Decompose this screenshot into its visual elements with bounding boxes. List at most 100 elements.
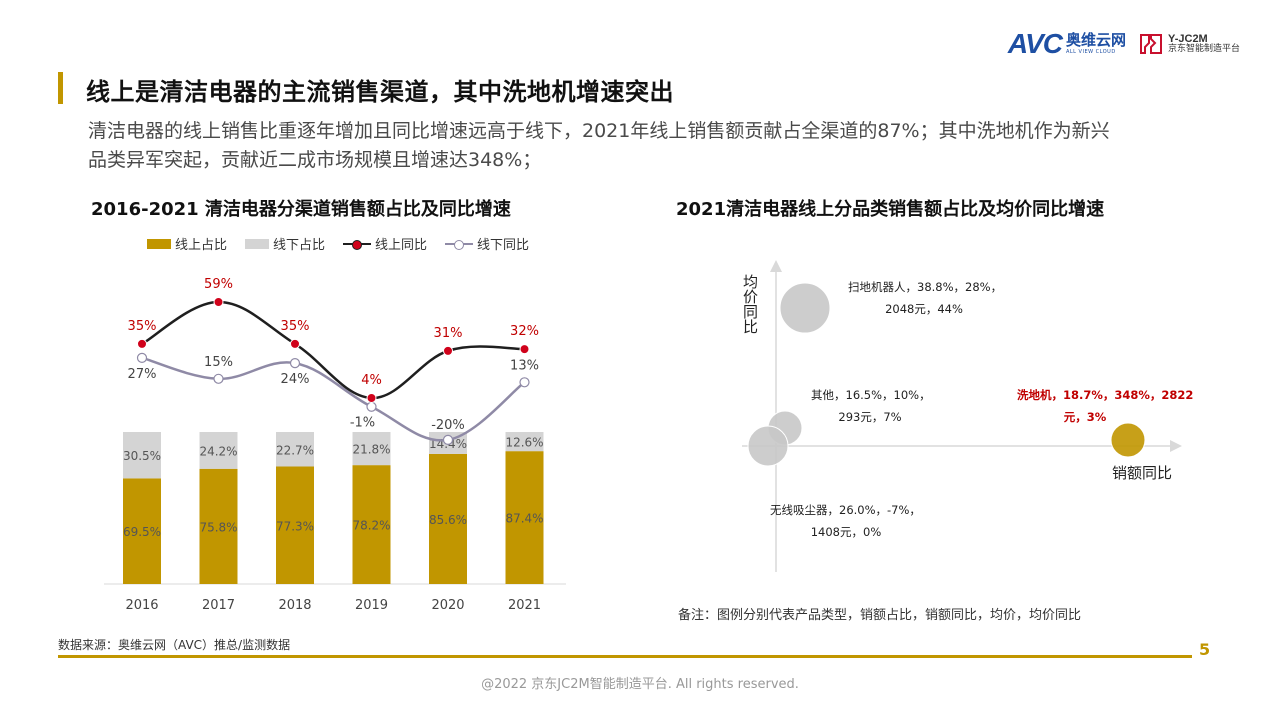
bar-label-online-2016: 69.5% xyxy=(123,525,161,539)
x-tick-2019: 2019 xyxy=(355,598,388,613)
avc-logo-mark: AVC xyxy=(1007,28,1063,59)
point-offline-yoy-2021 xyxy=(519,377,530,388)
bar-online-2017 xyxy=(199,468,238,584)
bar-label-offline-2021: 12.6% xyxy=(505,436,543,450)
bubble-robot-vacuum xyxy=(779,282,831,334)
bubble-label-floor-scrubber-2: 元，3% xyxy=(1064,410,1107,424)
point-online-yoy-2021 xyxy=(519,344,530,355)
data-source: 数据来源：奥维云网（AVC）推总/监测数据 xyxy=(58,638,291,652)
jc2m-logo-icon xyxy=(1139,34,1162,54)
legend-label-offline-share: 线下占比 xyxy=(273,238,326,253)
label-offline-yoy-2018: 24% xyxy=(281,372,310,387)
bubble-label-robot-vacuum-1: 扫地机器人，38.8%，28%， xyxy=(848,280,1002,294)
bar-offline-2017 xyxy=(199,432,238,469)
label-online-yoy-2019: 4% xyxy=(361,373,382,388)
label-offline-yoy-2020: -20% xyxy=(431,418,465,433)
footer-divider xyxy=(58,655,1192,658)
bar-offline-2019 xyxy=(352,432,391,466)
bar-online-2019 xyxy=(352,465,391,584)
legend-item-offline-yoy: 线下同比 xyxy=(445,234,529,253)
bar-label-online-2018: 77.3% xyxy=(276,519,314,533)
legend-swatch-offline-share xyxy=(245,238,270,249)
label-offline-yoy-2021: 13% xyxy=(510,358,539,373)
copyright: @2022 京东JC2M智能制造平台. All rights reserved. xyxy=(481,677,799,692)
left-chart-title: 2016-2021 清洁电器分渠道销售额占比及同比增速 xyxy=(91,199,511,220)
bubble-label-others-1: 其他，16.5%，10%， xyxy=(811,388,931,402)
jc2m-logo: Y-JC2M 京东智能制造平台 xyxy=(1138,31,1240,57)
point-online-yoy-2016 xyxy=(137,338,147,349)
header-logos: AVC 奥维云网 ALL VIEW CLOUD Y-JC2M 京东智能制造平台 xyxy=(1008,30,1240,58)
label-offline-yoy-2017: 15% xyxy=(204,355,233,370)
chart-note: 备注：图例分别代表产品类型，销额占比，销额同比，均价，均价同比 xyxy=(678,608,1082,623)
label-online-yoy-2018: 35% xyxy=(281,319,310,334)
x-tick-2016: 2016 xyxy=(125,598,158,613)
x-axis-label: 销额同比 xyxy=(1112,464,1172,482)
legend-label-offline-yoy: 线下同比 xyxy=(477,238,530,253)
x-tick-2020: 2020 xyxy=(431,598,464,613)
point-offline-yoy-2017 xyxy=(213,373,224,384)
legend-label-online-share: 线上占比 xyxy=(175,238,228,253)
avc-logo-en: ALL VIEW CLOUD xyxy=(1065,49,1116,55)
label-offline-yoy-2019: -1% xyxy=(350,416,375,431)
bar-offline-2018 xyxy=(276,432,314,467)
bar-label-offline-2017: 24.2% xyxy=(199,444,237,458)
bar-label-online-2019: 78.2% xyxy=(352,519,390,533)
x-tick-2021: 2021 xyxy=(508,598,541,613)
bubble-label-cordless-vacuum-2: 1408元，0% xyxy=(811,525,882,539)
point-offline-yoy-2018 xyxy=(289,357,301,369)
bar-online-2021 xyxy=(505,451,544,584)
bar-offline-2021 xyxy=(505,432,544,452)
x-tick-2017: 2017 xyxy=(202,598,235,613)
point-online-yoy-2019 xyxy=(366,393,377,403)
bar-label-online-2020: 85.6% xyxy=(429,513,467,527)
bar-label-offline-2016: 30.5% xyxy=(123,449,161,463)
bar-label-offline-2019: 21.8% xyxy=(352,443,390,457)
page-title: 线上是清洁电器的主流销售渠道，其中洗地机增速突出 xyxy=(86,78,674,106)
bar-online-2020 xyxy=(429,453,467,584)
label-online-yoy-2016: 35% xyxy=(128,319,157,334)
bubble-label-floor-scrubber-1: 洗地机，18.7%，348%，2822 xyxy=(1017,388,1193,402)
jc2m-logo-line1: Y-JC2M xyxy=(1167,33,1208,45)
bubble-floor-scrubber xyxy=(1110,422,1146,458)
bubble-label-others-2: 293元，7% xyxy=(838,410,901,424)
bar-label-online-2017: 75.8% xyxy=(199,520,237,534)
legend-item-online-yoy: 线上同比 xyxy=(343,234,427,253)
point-offline-yoy-2020 xyxy=(442,434,454,445)
legend-item-online-share: 线上占比 xyxy=(147,234,227,253)
bar-label-online-2021: 87.4% xyxy=(505,512,543,526)
bubble-label-cordless-vacuum-1: 无线吸尘器，26.0%，-7%， xyxy=(770,503,921,517)
point-offline-yoy-2016 xyxy=(136,352,148,363)
legend-swatch-online-share xyxy=(147,238,171,249)
legend-swatch-online-yoy xyxy=(343,238,372,250)
x-axis-arrow xyxy=(1170,440,1182,452)
label-online-yoy-2020: 31% xyxy=(434,326,463,341)
x-tick-2018: 2018 xyxy=(278,598,311,613)
bubble-cordless-vacuum xyxy=(747,425,789,467)
bar-offline-2016 xyxy=(123,432,161,479)
left-chart-legend: 线上占比 线下占比 线上同比 线下同比 xyxy=(147,234,529,253)
avc-logo-cn: 奥维云网 xyxy=(1065,31,1126,49)
point-online-yoy-2020 xyxy=(443,345,453,356)
bar-online-2016 xyxy=(123,478,161,584)
page-number: 5 xyxy=(1199,640,1211,659)
y-axis-arrow xyxy=(770,260,782,272)
avc-logo: AVC 奥维云网 ALL VIEW CLOUD xyxy=(1008,30,1126,58)
right-chart-title: 2021清洁电器线上分品类销售额占比及均价同比增速 xyxy=(676,199,1105,220)
label-offline-yoy-2016: 27% xyxy=(128,367,157,382)
label-online-yoy-2017: 59% xyxy=(204,277,233,292)
legend-item-offline-share: 线下占比 xyxy=(245,234,325,253)
title-accent-bar xyxy=(58,72,63,104)
jc2m-logo-line2: 京东智能制造平台 xyxy=(1167,44,1240,55)
label-online-yoy-2021: 32% xyxy=(510,324,539,339)
legend-swatch-offline-yoy xyxy=(445,238,474,250)
bubble-label-robot-vacuum-2: 2048元，44% xyxy=(885,302,963,316)
point-online-yoy-2017 xyxy=(213,297,224,307)
legend-label-online-yoy: 线上同比 xyxy=(375,238,428,253)
y-axis-label: 均价同比 xyxy=(741,274,759,334)
left-chart-plot: 69.5% 30.5% 2016 75.8% 24.2% 2017 77.3% 22.7% 20… xyxy=(104,277,566,613)
point-online-yoy-2018 xyxy=(290,338,300,349)
bar-label-offline-2018: 22.7% xyxy=(276,443,314,457)
bar-online-2018 xyxy=(276,466,314,584)
page-subtitle: 清洁电器的线上销售比重逐年增加且同比增速远高于线下，2021年线上销售额贡献占全… xyxy=(88,120,1110,171)
